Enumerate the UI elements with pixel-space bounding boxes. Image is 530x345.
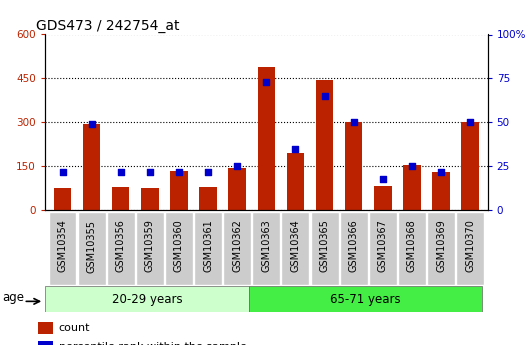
- Bar: [170, 171, 188, 210]
- Text: GSM10354: GSM10354: [58, 219, 67, 273]
- Point: [349, 120, 358, 125]
- FancyBboxPatch shape: [281, 212, 310, 285]
- Bar: [258, 67, 275, 210]
- FancyBboxPatch shape: [340, 212, 368, 285]
- Point: [175, 169, 183, 175]
- Bar: [45, 286, 249, 312]
- Text: GSM10364: GSM10364: [290, 219, 301, 272]
- Text: GSM10356: GSM10356: [116, 219, 126, 273]
- FancyBboxPatch shape: [78, 212, 105, 285]
- FancyBboxPatch shape: [107, 212, 135, 285]
- Bar: [112, 187, 129, 210]
- Text: age: age: [2, 292, 24, 305]
- Bar: [83, 124, 100, 210]
- Text: GSM10365: GSM10365: [320, 219, 330, 273]
- Text: GSM10368: GSM10368: [407, 219, 417, 272]
- FancyBboxPatch shape: [49, 212, 76, 285]
- Bar: [403, 165, 421, 210]
- Bar: [228, 168, 246, 210]
- Text: GDS473 / 242754_at: GDS473 / 242754_at: [36, 19, 180, 33]
- Bar: [141, 188, 158, 210]
- Bar: [432, 172, 450, 210]
- Text: count: count: [58, 323, 90, 333]
- Point: [233, 164, 242, 169]
- Point: [204, 169, 213, 175]
- FancyBboxPatch shape: [427, 212, 455, 285]
- Point: [437, 169, 445, 175]
- Bar: [199, 187, 217, 210]
- Point: [291, 146, 299, 152]
- Text: GSM10355: GSM10355: [86, 219, 96, 273]
- Bar: [249, 286, 482, 312]
- Point: [117, 169, 125, 175]
- Text: GSM10359: GSM10359: [145, 219, 155, 273]
- Point: [58, 169, 67, 175]
- Bar: [374, 186, 392, 210]
- FancyBboxPatch shape: [194, 212, 222, 285]
- FancyBboxPatch shape: [136, 212, 164, 285]
- Bar: [287, 153, 304, 210]
- Point: [378, 176, 387, 181]
- FancyBboxPatch shape: [223, 212, 251, 285]
- Text: GSM10363: GSM10363: [261, 219, 271, 272]
- FancyBboxPatch shape: [398, 212, 426, 285]
- Text: GSM10366: GSM10366: [349, 219, 359, 272]
- Point: [320, 93, 329, 99]
- Text: GSM10361: GSM10361: [203, 219, 213, 272]
- FancyBboxPatch shape: [456, 212, 484, 285]
- Point: [262, 79, 270, 85]
- Text: GSM10370: GSM10370: [465, 219, 475, 273]
- Text: GSM10367: GSM10367: [378, 219, 388, 273]
- Text: GSM10362: GSM10362: [232, 219, 242, 273]
- Text: GSM10369: GSM10369: [436, 219, 446, 272]
- Text: 65-71 years: 65-71 years: [330, 293, 401, 306]
- FancyBboxPatch shape: [311, 212, 339, 285]
- Point: [408, 164, 416, 169]
- Text: percentile rank within the sample: percentile rank within the sample: [58, 342, 246, 345]
- Point: [146, 169, 154, 175]
- Point: [466, 120, 474, 125]
- Bar: [38, 341, 53, 345]
- Point: [87, 121, 96, 127]
- Bar: [462, 122, 479, 210]
- FancyBboxPatch shape: [369, 212, 397, 285]
- Text: 20-29 years: 20-29 years: [112, 293, 182, 306]
- Bar: [316, 80, 333, 210]
- Bar: [345, 122, 363, 210]
- Bar: [38, 322, 53, 334]
- FancyBboxPatch shape: [165, 212, 193, 285]
- Text: GSM10360: GSM10360: [174, 219, 184, 272]
- FancyBboxPatch shape: [252, 212, 280, 285]
- Bar: [54, 188, 71, 210]
